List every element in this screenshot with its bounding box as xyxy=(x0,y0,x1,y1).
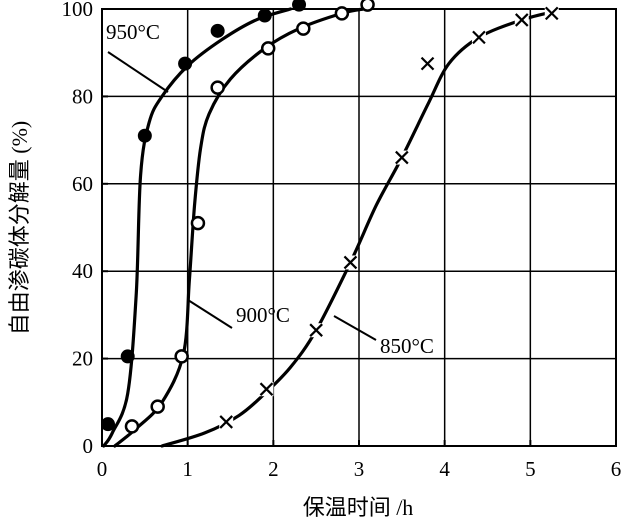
data-point-x-stroke xyxy=(420,56,435,71)
data-point-filled xyxy=(292,0,307,12)
x-tick-label: 0 xyxy=(97,457,108,481)
x-tick-label: 3 xyxy=(354,457,365,481)
data-point-x xyxy=(420,56,435,71)
data-point-filled xyxy=(137,128,152,143)
y-tick-labels: 0 20 40 60 80 100 xyxy=(62,0,108,458)
callout-900 xyxy=(187,299,233,329)
data-point-open xyxy=(174,349,189,364)
series-markers xyxy=(100,0,559,434)
data-point-x xyxy=(259,382,274,397)
y-tick-label: 80 xyxy=(72,84,93,108)
series-callouts: 950°C 900°C 850°C xyxy=(106,20,434,358)
data-point-x-stroke xyxy=(309,323,323,337)
data-point-x xyxy=(544,6,559,21)
data-point-x-stroke xyxy=(219,415,233,429)
data-point-filled xyxy=(210,23,225,38)
series-label-950: 950°C xyxy=(106,20,160,44)
series-curves xyxy=(102,7,558,448)
x-tick-label: 1 xyxy=(182,457,193,481)
x-tick-labels: 0 1 2 3 4 5 6 xyxy=(97,440,622,481)
data-point-filled xyxy=(257,8,272,23)
x-tick-label: 4 xyxy=(439,457,450,481)
data-point-x xyxy=(219,414,234,429)
x-tick-label: 2 xyxy=(268,457,279,481)
data-point-open xyxy=(210,80,225,95)
data-point-filled xyxy=(100,417,115,432)
y-tick-label: 40 xyxy=(72,259,93,283)
data-point-open xyxy=(296,21,311,36)
data-point-open xyxy=(150,399,165,414)
data-point-x xyxy=(343,255,358,270)
callout-850 xyxy=(333,315,377,341)
data-point-open xyxy=(360,0,375,12)
x-tick-label: 5 xyxy=(525,457,536,481)
data-point-x xyxy=(471,30,486,45)
data-point-open xyxy=(334,6,350,21)
data-point-open xyxy=(260,41,276,56)
data-point-open xyxy=(124,419,140,434)
y-tick-label: 60 xyxy=(72,172,93,196)
x-axis-title: 保温时间 /h xyxy=(303,495,414,520)
data-point-x xyxy=(309,323,324,338)
series-label-900: 900°C xyxy=(236,303,290,327)
data-point-filled xyxy=(178,56,193,71)
y-tick-label: 20 xyxy=(72,347,93,371)
y-axis-title: 自由渗碳体分解量 (%) xyxy=(7,121,32,335)
data-point-x-stroke xyxy=(343,255,358,270)
y-tick-label: 100 xyxy=(62,0,94,21)
series-line-1 xyxy=(113,7,365,448)
x-tick-label: 6 xyxy=(611,457,622,481)
data-point-x-stroke xyxy=(259,382,274,396)
callout-950 xyxy=(107,51,169,93)
data-point-x-stroke xyxy=(514,13,529,27)
y-tick-label: 0 xyxy=(83,434,94,458)
data-point-x-stroke xyxy=(544,6,559,21)
data-point-open xyxy=(190,215,206,231)
data-point-x-stroke xyxy=(395,150,409,165)
data-point-filled xyxy=(120,349,135,364)
data-point-x xyxy=(394,150,409,165)
data-point-x xyxy=(514,12,529,27)
data-point-x-stroke xyxy=(472,30,486,45)
series-label-850: 850°C xyxy=(380,334,434,358)
